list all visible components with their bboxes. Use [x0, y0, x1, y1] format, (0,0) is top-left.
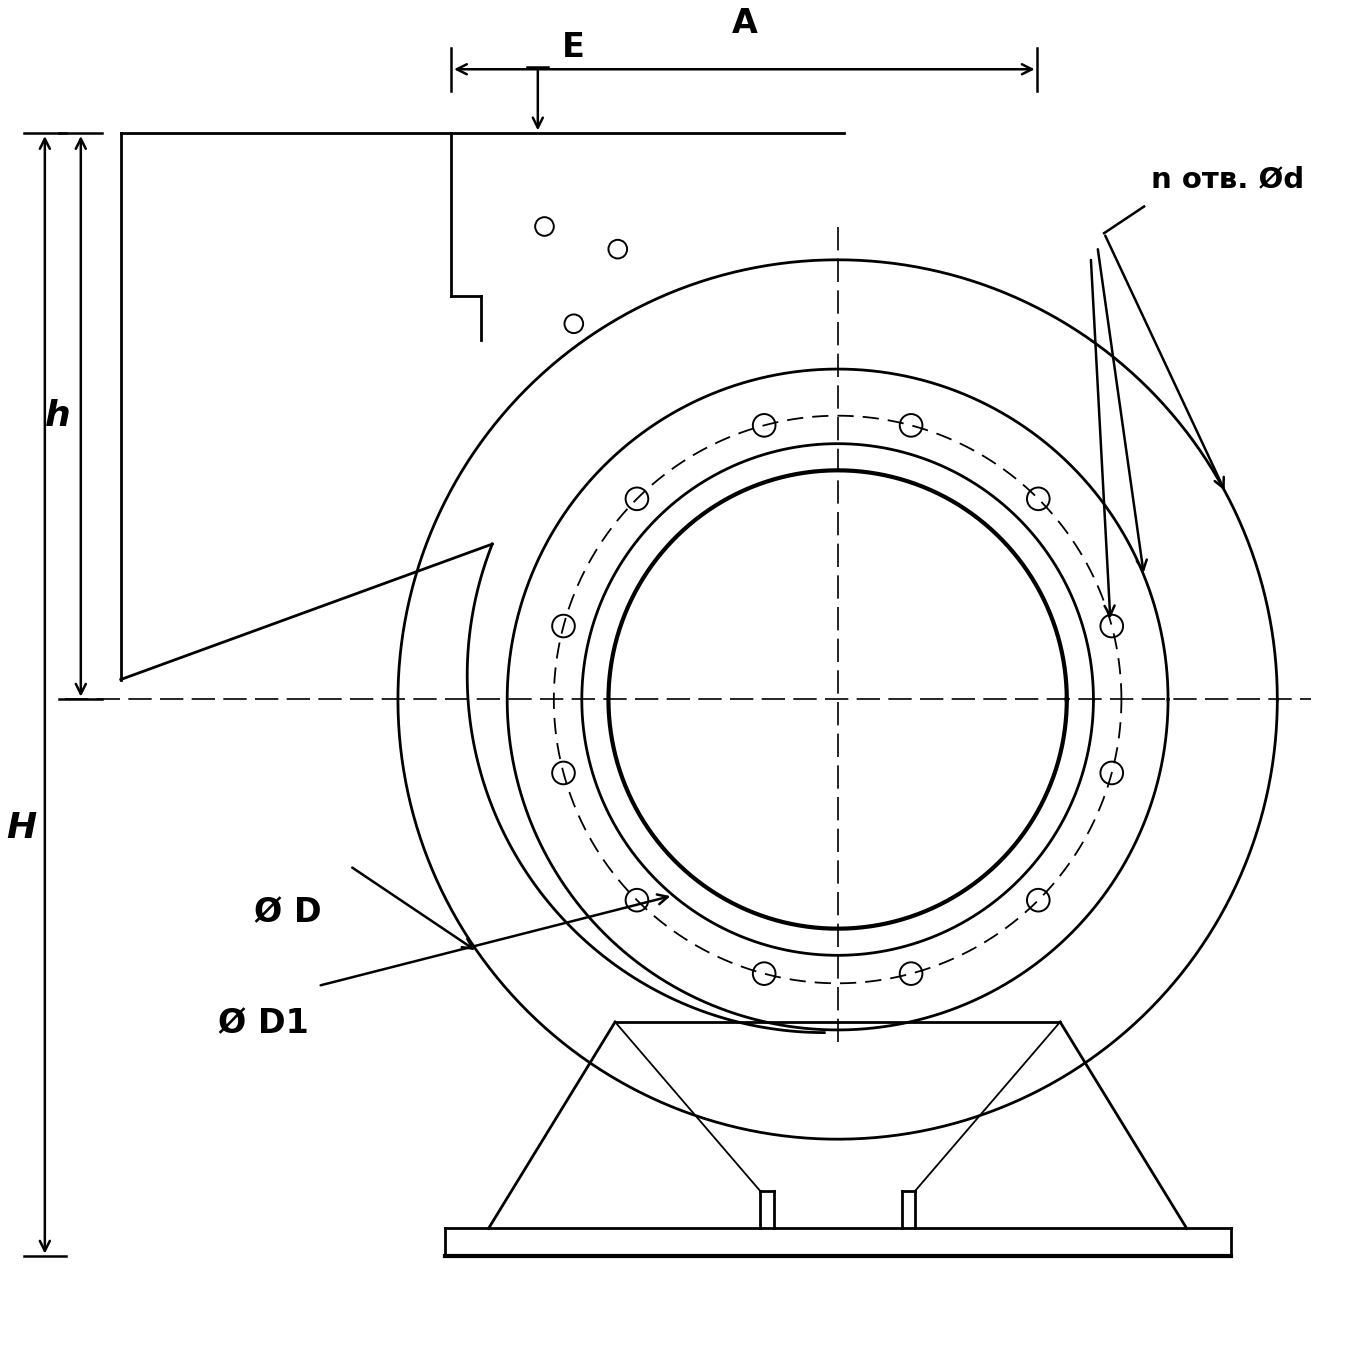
Text: Ø D1: Ø D1	[218, 1007, 308, 1039]
Text: n отв. Ød: n отв. Ød	[1150, 165, 1304, 194]
Text: H: H	[7, 812, 36, 846]
Text: Ø D: Ø D	[255, 896, 322, 930]
Text: E: E	[562, 31, 585, 64]
Text: h: h	[44, 400, 70, 434]
Text: A: A	[731, 7, 757, 39]
